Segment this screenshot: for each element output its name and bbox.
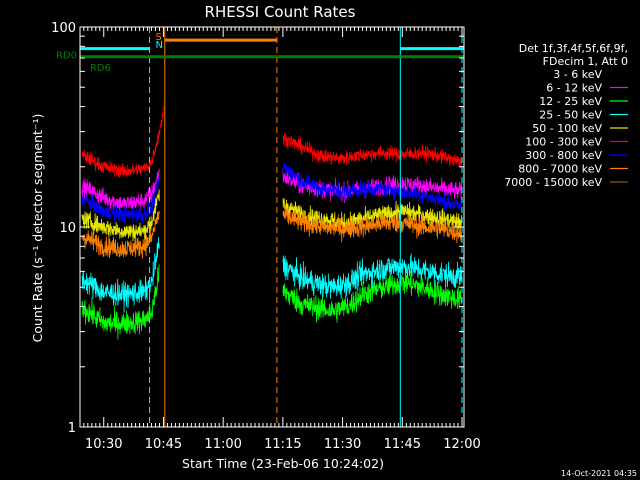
marker-label-3: RD6 bbox=[90, 63, 111, 74]
x-axis-label: Start Time (23-Feb-06 10:24:02) bbox=[182, 456, 384, 471]
legend-label-1: 6 - 12 keV bbox=[546, 82, 602, 95]
y-axis-label: Count Rate (s⁻¹ detector segment⁻¹) bbox=[30, 114, 45, 343]
legend: Det 1f,3f,4f,5f,6f,9f,FDecim 1, Att 03 -… bbox=[504, 42, 628, 189]
legend-header-0: Det 1f,3f,4f,5f,6f,9f, bbox=[519, 42, 628, 55]
timestamp: 14-Oct-2021 04:35 bbox=[561, 469, 637, 478]
legend-label-0: 3 - 6 keV bbox=[553, 68, 602, 81]
x-tick-label-5: 11:45 bbox=[384, 437, 421, 452]
legend-label-2: 12 - 25 keV bbox=[539, 95, 602, 108]
x-tick-label-1: 10:45 bbox=[145, 437, 182, 452]
x-tick-label-3: 11:15 bbox=[264, 437, 301, 452]
marker-label-1: N bbox=[155, 40, 162, 51]
x-tick-label-4: 11:30 bbox=[324, 437, 361, 452]
x-tick-label-2: 11:00 bbox=[204, 437, 241, 452]
legend-label-8: 7000 - 15000 keV bbox=[504, 176, 602, 189]
legend-label-3: 25 - 50 keV bbox=[539, 109, 602, 122]
series-line-6 bbox=[81, 162, 463, 224]
legend-label-5: 100 - 300 keV bbox=[525, 136, 602, 149]
legend-label-6: 300 - 800 keV bbox=[525, 149, 602, 162]
legend-label-7: 800 - 7000 keV bbox=[518, 163, 602, 176]
legend-label-4: 50 - 100 keV bbox=[532, 122, 602, 135]
series-line-5 bbox=[81, 106, 463, 178]
x-tick-label-6: 12:00 bbox=[443, 437, 480, 452]
marker-label-2: RD0 bbox=[56, 50, 77, 61]
legend-header-1: FDecim 1, Att 0 bbox=[543, 55, 628, 68]
chart-title: RHESSI Count Rates bbox=[205, 3, 356, 21]
marker-label-0: S bbox=[155, 32, 161, 43]
series-line-2 bbox=[81, 264, 463, 340]
series-line-3 bbox=[81, 237, 463, 313]
y-tick-label-2: 100 bbox=[51, 21, 76, 36]
series-line-7 bbox=[81, 203, 463, 259]
x-tick-label-0: 10:30 bbox=[85, 437, 122, 452]
y-tick-label-0: 1 bbox=[68, 421, 76, 436]
y-tick-label-1: 10 bbox=[59, 221, 76, 236]
